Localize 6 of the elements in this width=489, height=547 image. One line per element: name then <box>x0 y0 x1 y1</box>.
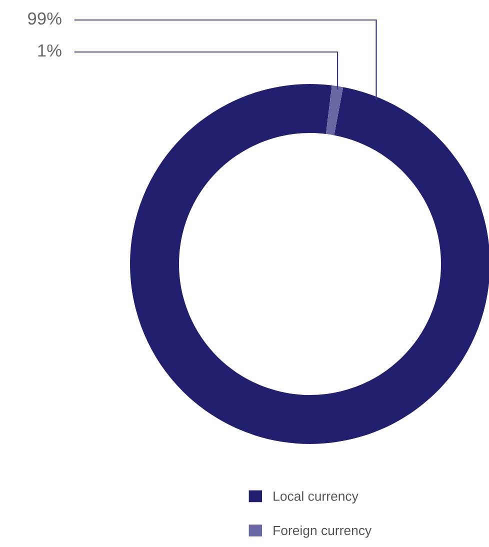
data-label: 1% <box>38 44 62 57</box>
legend-label: Local currency <box>274 491 358 504</box>
donut-slice <box>326 85 344 136</box>
donut-slice <box>130 84 489 444</box>
legend-label: Foreign currency <box>274 525 372 538</box>
data-label: 99% <box>28 12 62 25</box>
